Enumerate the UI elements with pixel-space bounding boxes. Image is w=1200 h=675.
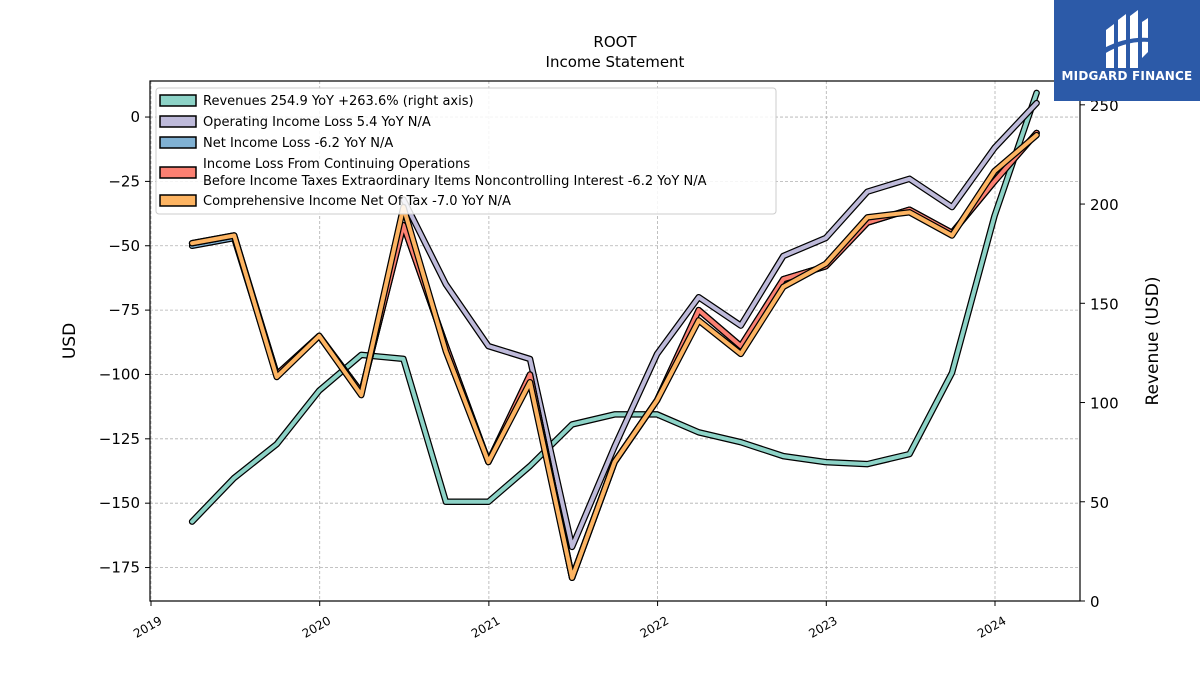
midgard-logo-icon [1104,10,1150,68]
legend-swatch-net-income-loss [159,136,197,149]
y-tick-label-right: 150 [1090,295,1119,313]
legend-label-income-loss-line2: Before Income Taxes Extraordinary Items … [203,174,707,189]
y-axis-label-left: USD [60,323,80,359]
chart-title: ROOT [593,33,637,51]
chart-subtitle: Income Statement [546,53,685,71]
x-tick-label: 2022 [638,613,671,640]
legend-label-income-loss-line1: Income Loss From Continuing Operations [203,157,470,172]
y-tick-label-right: 250 [1090,97,1119,115]
plot-frame [149,80,1081,602]
series-line-comprehensive-income-net-of-tax [190,133,1039,580]
x-tick-label: 2021 [469,613,502,640]
x-tick-label: 2024 [975,613,1008,640]
y-tick-label-left: −150 [99,494,140,512]
y-tick-label-left: 0 [130,108,140,126]
legend-label-revenues: Revenues 254.9 YoY +263.6% (right axis) [203,94,474,109]
legend-label-comprehensive-income: Comprehensive Income Net Of Tax -7.0 YoY… [203,194,511,209]
y-tick-label-left: −175 [99,559,140,577]
y-tick-label-left: −25 [108,172,140,190]
series-line-revenues [190,90,1039,524]
legend-swatch-income-loss-continuing-operations [159,166,197,179]
y-tick-label-right: 0 [1090,593,1100,611]
legend-label-operating-income-loss: Operating Income Loss 5.4 YoY N/A [203,115,431,130]
y-tick-label-left: −100 [99,365,140,383]
y-tick-label-right: 100 [1090,395,1119,413]
series-lines [188,89,1040,582]
x-tick-label: 2019 [131,613,164,640]
legend-swatch-revenues [159,94,197,107]
brand-logo: MIDGARD FINANCE [1054,0,1200,101]
legend-label-net-income-loss: Net Income Loss -6.2 YoY N/A [203,136,393,151]
y-tick-label-left: −125 [99,430,140,448]
y-tick-label-right: 200 [1090,196,1119,214]
legend-swatch-comprehensive-income [159,194,197,207]
legend-swatch-operating-income-loss [159,115,197,128]
x-tick-label: 2023 [806,613,839,640]
y-axis-label-right: Revenue (USD) [1143,276,1163,405]
x-tick-label: 2020 [300,613,333,640]
y-tick-label-left: −75 [108,301,140,319]
legend: Revenues 254.9 YoY +263.6% (right axis) … [155,87,777,215]
y-tick-label-right: 50 [1090,494,1109,512]
series-line-operating-income-loss [401,101,1039,549]
legend-box [155,87,777,215]
brand-name: MIDGARD FINANCE [1061,69,1193,83]
y-tick-label-left: −50 [108,237,140,255]
